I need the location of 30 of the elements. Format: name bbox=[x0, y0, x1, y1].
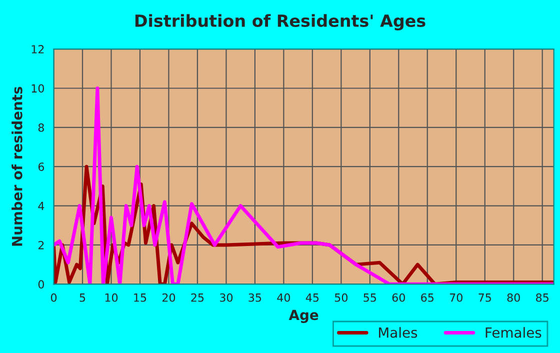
x-tick-label: 5 bbox=[80, 294, 86, 302]
x-tick-label: 85 bbox=[536, 293, 548, 302]
x-tick-label: 50 bbox=[334, 293, 348, 302]
chart-title: Distribution of Residents' Ages bbox=[135, 14, 426, 30]
x-tick-label: 45 bbox=[306, 294, 319, 302]
x-tick-label: 10 bbox=[105, 293, 118, 302]
x-tick-label: 30 bbox=[220, 293, 233, 302]
x-tick-label: 55 bbox=[364, 294, 376, 302]
x-tick-label: 15 bbox=[134, 294, 146, 302]
x-tick-label: 40 bbox=[277, 293, 290, 302]
y-tick-label: 6 bbox=[38, 162, 44, 171]
y-axis-title: Number of residents bbox=[12, 86, 22, 246]
y-tick-label: 8 bbox=[38, 123, 44, 132]
x-tick-label: 80 bbox=[507, 293, 520, 302]
x-tick-label: 65 bbox=[421, 293, 434, 302]
y-tick-label: 12 bbox=[32, 45, 44, 54]
x-tick-label: 60 bbox=[392, 293, 405, 302]
y-tick-label: 10 bbox=[32, 84, 44, 93]
legend-label: Females bbox=[486, 327, 542, 338]
y-tick-label: 2 bbox=[38, 240, 44, 250]
x-tick-label: 20 bbox=[162, 293, 176, 302]
y-tick-label: 0 bbox=[38, 280, 44, 289]
x-tick-label: 0 bbox=[50, 293, 57, 302]
legend-label: Males bbox=[379, 327, 418, 338]
x-axis-title: Age bbox=[288, 310, 318, 323]
x-tick-label: 25 bbox=[191, 293, 204, 302]
x-tick-label: 70 bbox=[450, 293, 462, 302]
y-tick-label: 4 bbox=[38, 202, 44, 210]
x-tick-label: 75 bbox=[478, 294, 491, 302]
x-tick-label: 35 bbox=[248, 293, 262, 302]
